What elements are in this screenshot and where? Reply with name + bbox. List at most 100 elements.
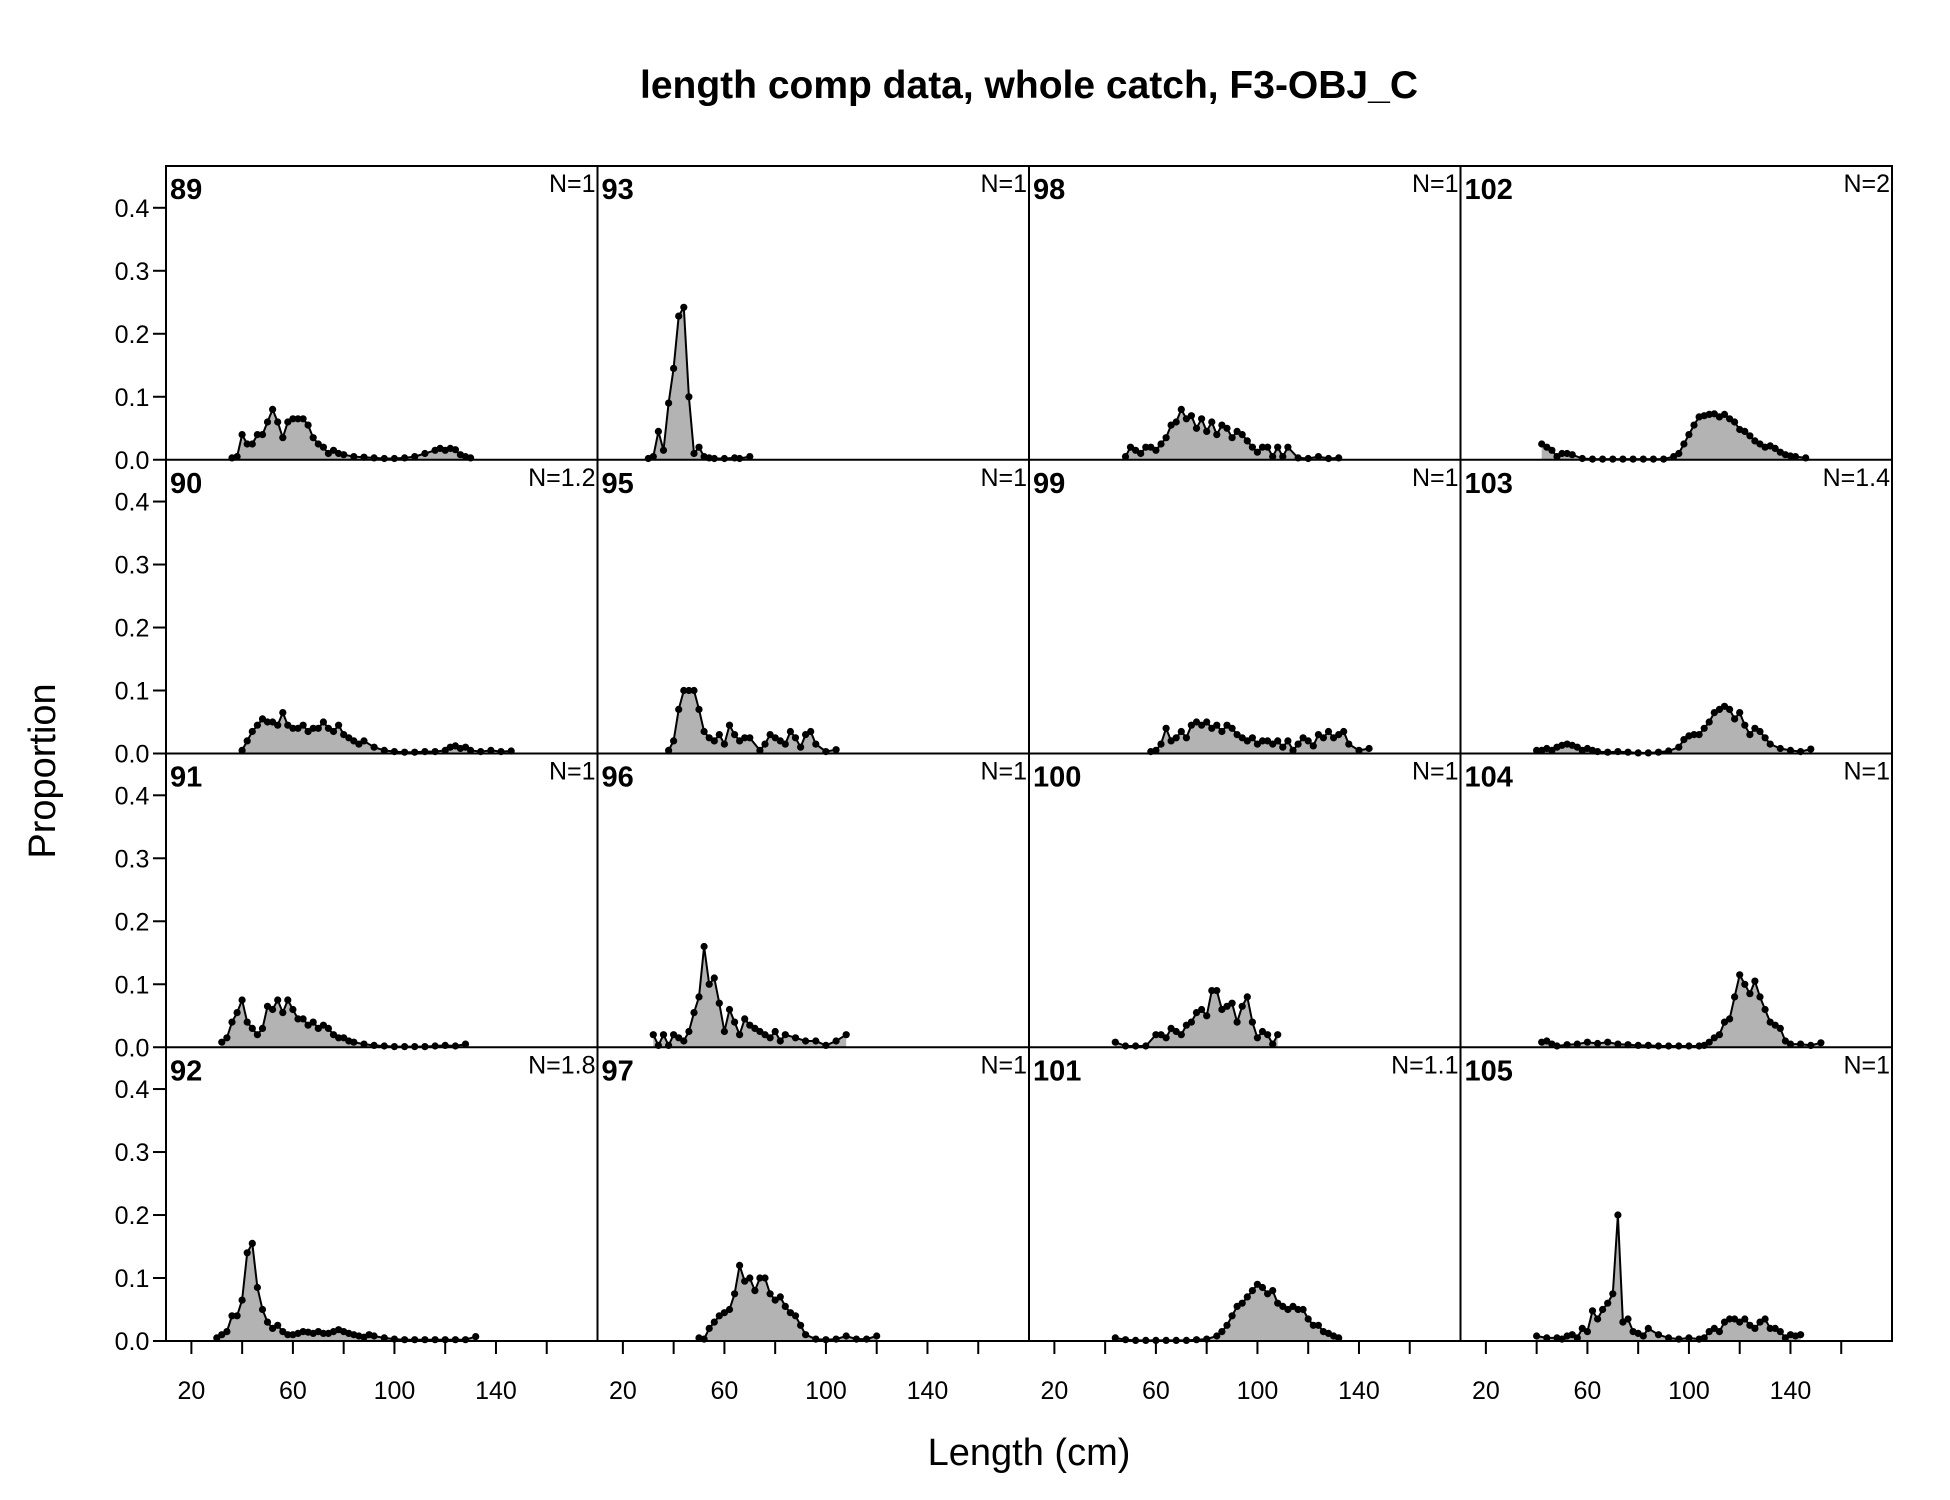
panel-n-label: N=1 [980,464,1027,492]
data-point [487,746,495,755]
data-point [1604,748,1612,756]
data-point [1700,1334,1708,1342]
data-point [1609,1290,1617,1298]
data-point [1675,1042,1683,1050]
y-tick-label: 0.0 [115,1034,150,1062]
data-point [1751,977,1759,985]
data-point [248,1239,256,1247]
data-point [451,1042,459,1050]
data-point [1208,418,1216,426]
data-point [1558,449,1566,458]
data-point [1807,745,1815,753]
data-point [461,1040,470,1048]
data-point [243,1018,251,1026]
data-point [665,399,673,407]
data-point [1715,1328,1723,1336]
data-point [715,731,723,739]
data-point [1533,1332,1541,1340]
data-point [1746,731,1754,739]
data-point [680,686,688,695]
data-point [335,721,343,729]
data-point [710,737,718,745]
data-point [1162,1034,1170,1042]
x-tick-label: 140 [1770,1377,1812,1405]
data-point [1192,1336,1201,1344]
data-point [314,724,322,732]
panel-n-label: N=1.2 [528,464,595,492]
data-point [1177,727,1185,736]
data-point [1766,1324,1774,1332]
data-point [1208,987,1216,995]
data-point [720,740,729,748]
data-point [1766,740,1774,748]
x-tick-label: 20 [1040,1377,1068,1405]
data-point [1741,427,1749,435]
data-point [1132,1042,1140,1050]
data-point [1289,746,1297,755]
data-point [1761,1005,1769,1014]
data-point [411,1336,419,1344]
data-point [279,434,287,442]
data-point [1198,1005,1206,1014]
data-point [832,746,840,754]
data-point [1157,440,1165,448]
data-point [329,727,338,736]
data-point [1243,993,1251,1001]
data-point [380,1334,388,1342]
panel-label: 93 [602,174,634,206]
data-point [1172,734,1180,742]
data-point [294,1015,302,1023]
panel-97: 97 N=1 [602,1051,1027,1344]
y-tick-label: 0.0 [115,1328,150,1356]
data-point [1720,410,1729,418]
data-point [1771,444,1779,452]
panel-label: 95 [602,468,634,500]
data-point [243,1249,251,1257]
data-point [680,1037,688,1045]
data-point [756,1274,764,1282]
y-tick-label: 0.1 [115,971,150,999]
area-fill [1541,974,1821,1048]
data-point [746,734,754,742]
data-point [269,1005,277,1014]
data-point [1203,427,1211,435]
data-point [1746,432,1754,440]
data-point [1594,1315,1602,1323]
data-point [1614,1211,1622,1219]
data-point [228,1312,236,1320]
data-point [690,1009,698,1017]
y-tick-label: 0.4 [115,195,150,223]
data-point [1111,1038,1119,1046]
data-point [695,993,703,1001]
data-point [1736,709,1744,717]
data-point [248,727,256,736]
data-point [1269,1287,1277,1295]
panel-102: 102 N=2 [1465,170,1890,463]
data-point [1685,1042,1693,1050]
data-point [786,727,795,736]
data-point [1756,727,1764,736]
data-point [776,1037,784,1045]
data-point [1264,443,1272,451]
data-point [1309,1321,1317,1329]
data-point [1776,744,1784,753]
data-point [1258,737,1267,745]
data-point [1228,1312,1236,1320]
data-point [1705,718,1713,726]
data-point [1314,453,1322,461]
data-point [1533,746,1541,755]
x-tick-label: 20 [609,1377,637,1405]
data-point [223,1034,231,1042]
data-point [1309,742,1317,750]
y-tick-label: 0.1 [115,384,150,412]
x-tick-label: 100 [1668,1377,1710,1405]
panel-label: 99 [1033,468,1065,500]
data-point [1248,734,1256,742]
data-point [1553,1042,1561,1050]
data-point [1644,1324,1652,1332]
data-point [319,718,327,726]
data-point [1665,1334,1673,1342]
data-point [1248,1018,1256,1026]
data-point [1142,443,1150,451]
data-point [1142,1042,1150,1050]
